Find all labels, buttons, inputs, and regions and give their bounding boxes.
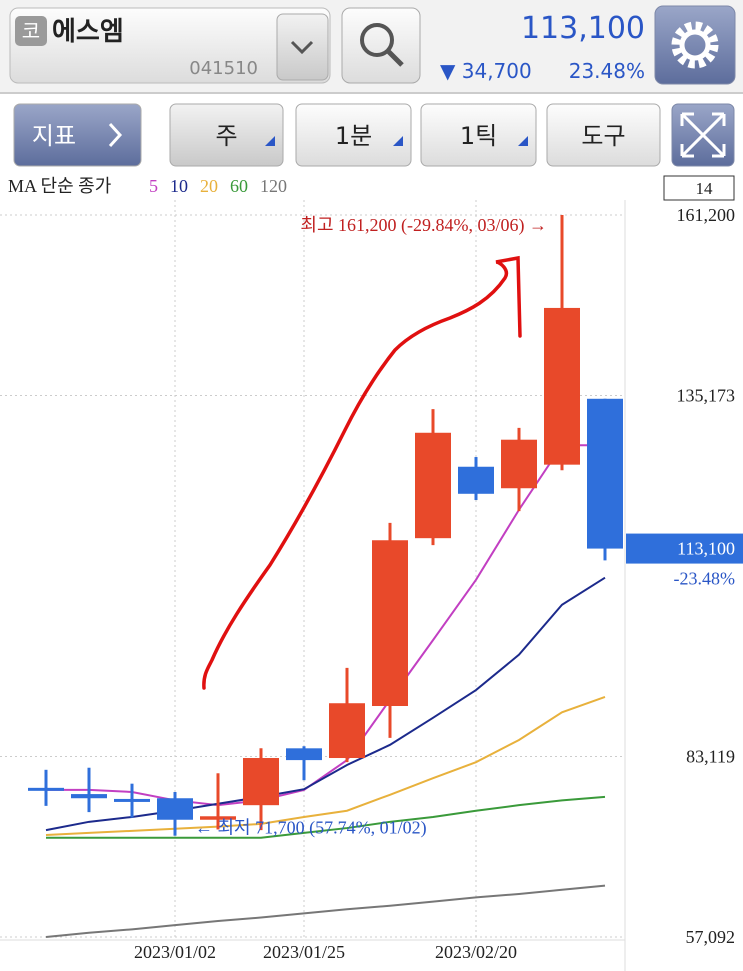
dropdown-corner — [265, 136, 275, 146]
ma-line — [45, 696, 606, 836]
legend-entry: 5 — [149, 176, 158, 196]
toolbar-button-label: 주 — [215, 122, 237, 150]
candle-body — [372, 540, 408, 707]
search-button[interactable] — [341, 7, 421, 84]
legend-entry: 120 — [260, 176, 287, 196]
y-tick-label: 135,173 — [677, 386, 736, 406]
candle-body — [71, 794, 107, 799]
legend-entry: 60 — [230, 176, 248, 196]
ma-line — [45, 884, 606, 938]
toolbar-button-label: 1틱 — [460, 122, 497, 150]
toolbar-button[interactable] — [13, 103, 142, 167]
x-tick-label: 2023/02/20 — [435, 942, 517, 962]
current-price-tag — [626, 533, 743, 564]
candle-body — [501, 439, 537, 489]
candle-body — [544, 307, 580, 465]
toolbar-button[interactable] — [420, 103, 537, 167]
chevron-icon — [290, 40, 314, 55]
candle-body — [415, 432, 451, 539]
toolbar-button-label: 도구 — [581, 122, 625, 150]
count-box — [663, 175, 735, 201]
candle-body — [458, 466, 494, 494]
stock-name: 에스엠 — [52, 17, 124, 47]
current-change-label: -23.48% — [674, 569, 736, 589]
stock-code: 041510 — [189, 58, 258, 79]
x-tick-label: 2023/01/02 — [134, 942, 216, 962]
legend-entry: 20 — [200, 176, 218, 196]
candle-body — [114, 798, 150, 802]
candle-body — [329, 703, 365, 759]
legend-title: MA 단순 종가 — [8, 176, 111, 196]
legend-entry: 10 — [170, 176, 188, 196]
candle-body — [28, 787, 64, 791]
count-label: 14 — [696, 179, 714, 198]
price-change: ▼ 34,700 — [440, 59, 532, 83]
candle-body — [286, 748, 322, 761]
ma-line — [46, 795, 606, 839]
low-annotation: ← 최저 71,700 (57.74%, 01/02) — [195, 818, 427, 839]
toolbar-button[interactable] — [295, 103, 412, 167]
chart: MA 단순 종가 5 10 20 60 120 57,092 83,119 135,173 161… — [0, 176, 743, 971]
gear-icon-ring — [679, 29, 711, 61]
dropdown-corner — [518, 136, 528, 146]
y-tick-label: 83,119 — [686, 747, 735, 767]
high-annotation: 최고 161,200 (-29.84%, 03/06) → — [300, 215, 547, 236]
hand-drawn-annotation — [202, 255, 522, 690]
dropdown-corner — [393, 136, 403, 146]
candle-body — [587, 398, 623, 549]
ma-line — [45, 576, 606, 832]
chevron-icon — [108, 122, 123, 148]
search-icon-handle — [386, 49, 404, 67]
market-badge — [15, 16, 47, 46]
toolbar-button[interactable] — [546, 103, 661, 167]
change-rate: 23.48% — [569, 59, 645, 83]
toolbar-button-label: 지표 — [32, 122, 76, 150]
stock-search-box[interactable] — [9, 7, 331, 84]
toolbar-button[interactable] — [169, 103, 284, 167]
search-icon — [360, 23, 394, 57]
toolbar-button-label: 1분 — [335, 122, 372, 150]
current-price-label: 113,100 — [677, 539, 735, 559]
market-badge-text: 코 — [22, 19, 40, 43]
candle-body — [243, 758, 279, 806]
candle-body — [200, 816, 236, 820]
gear-icon — [671, 21, 719, 69]
expand-icon — [680, 112, 726, 158]
current-price: 113,100 — [521, 11, 645, 46]
settings-button[interactable] — [654, 5, 736, 85]
x-tick-label: 2023/01/25 — [263, 942, 345, 962]
y-tick-label: 161,200 — [677, 205, 736, 225]
candle-body — [157, 798, 193, 820]
toolbar: 지표 주 1분 1틱 도구 — [13, 103, 735, 167]
y-tick-label: 57,092 — [686, 927, 736, 947]
ma-line — [46, 444, 605, 807]
dropdown-button[interactable] — [276, 13, 329, 81]
